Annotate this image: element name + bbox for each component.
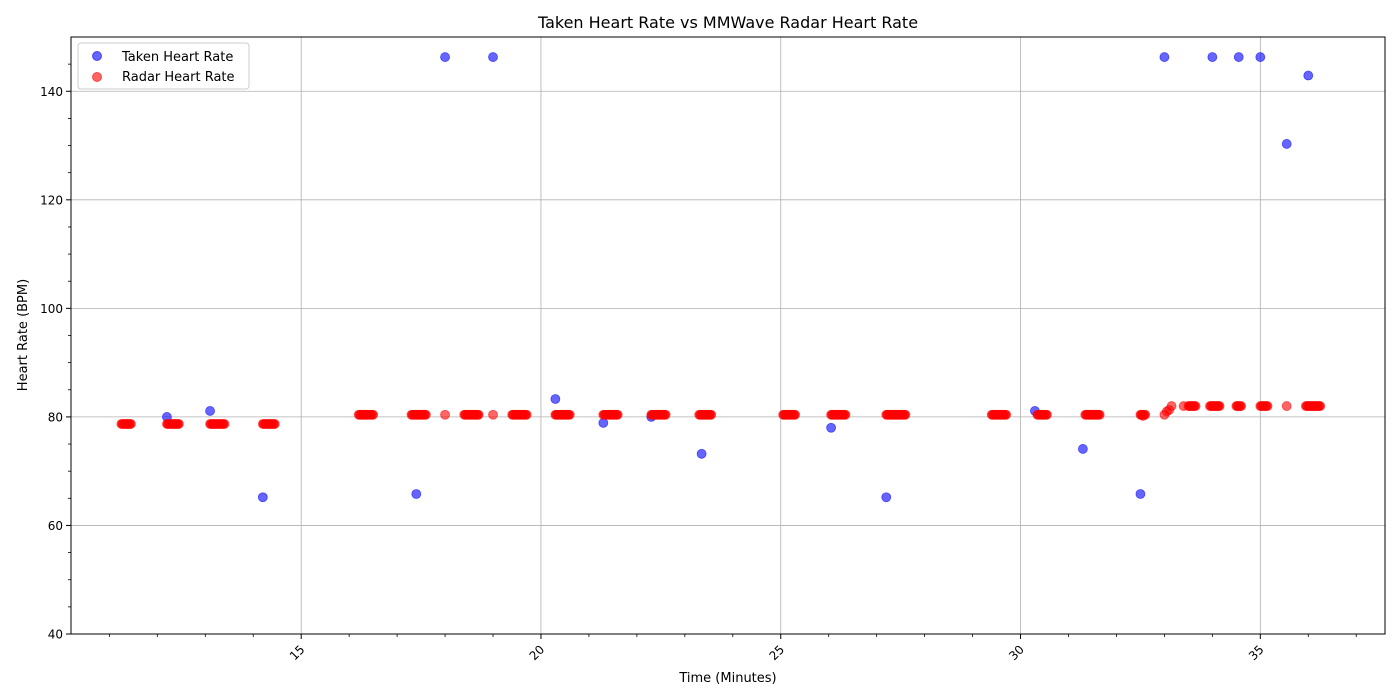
y-tick-label: 40 bbox=[48, 628, 63, 642]
radar-heart-rate-point bbox=[488, 409, 498, 420]
radar-heart-rate-point bbox=[1166, 401, 1177, 411]
radar-heart-rate-point bbox=[840, 409, 851, 420]
taken-heart-rate-point bbox=[598, 417, 609, 428]
taken-heart-rate-point bbox=[1233, 52, 1244, 62]
y-axis-ticks: 40 60 80 100 120 140 bbox=[40, 63, 71, 642]
radar-heart-rate-point bbox=[1236, 401, 1247, 411]
taken-heart-rate-point bbox=[440, 52, 450, 62]
taken-heart-rate-point bbox=[1281, 139, 1292, 149]
radar-heart-rate-point bbox=[1281, 401, 1292, 411]
taken-heart-rate-point bbox=[1255, 52, 1266, 62]
radar-heart-rate-point bbox=[219, 419, 230, 429]
radar-heart-rate-point bbox=[564, 409, 575, 420]
radar-heart-rate-point bbox=[706, 409, 717, 420]
taken-heart-rate-point bbox=[1159, 52, 1170, 62]
radar-heart-rate-point bbox=[1042, 409, 1052, 420]
radar-heart-rate-point bbox=[612, 409, 623, 420]
taken-heart-rate-point bbox=[1135, 489, 1146, 499]
taken-heart-rate-point bbox=[1303, 70, 1314, 81]
radar-heart-rate-point bbox=[900, 409, 911, 420]
taken-heart-rate-point bbox=[205, 406, 215, 416]
radar-heart-rate-point bbox=[790, 409, 801, 420]
taken-heart-rate-point bbox=[1207, 52, 1218, 62]
radar-heart-rate-point bbox=[368, 409, 379, 420]
taken-heart-rate-point bbox=[257, 492, 268, 503]
radar-heart-rate-point bbox=[1094, 409, 1105, 420]
y-tick-label: 60 bbox=[48, 519, 63, 533]
radar-heart-rate-point bbox=[1137, 410, 1148, 421]
taken-heart-rate-point bbox=[550, 394, 561, 404]
radar-heart-rate-point bbox=[1214, 401, 1225, 411]
legend-marker-taken bbox=[92, 51, 102, 61]
chart-title: Taken Heart Rate vs MMWave Radar Heart R… bbox=[537, 13, 918, 32]
legend: Taken Heart Rate Radar Heart Rate bbox=[77, 42, 250, 90]
y-tick-label: 100 bbox=[40, 302, 63, 316]
radar-heart-rate-point bbox=[126, 419, 136, 429]
taken-heart-rate-point bbox=[881, 492, 892, 503]
legend-box bbox=[77, 42, 250, 90]
radar-heart-rate-point bbox=[1262, 401, 1273, 411]
radar-heart-rate-point bbox=[269, 419, 280, 429]
radar-heart-rate-point bbox=[420, 409, 431, 420]
x-axis-label: Time (Minutes) bbox=[678, 671, 776, 686]
radar-heart-rate-point bbox=[174, 419, 184, 429]
legend-marker-radar bbox=[92, 72, 102, 82]
taken-heart-rate-point bbox=[411, 489, 422, 499]
radar-heart-rate-point bbox=[1315, 401, 1326, 411]
y-tick-label: 80 bbox=[48, 410, 63, 424]
y-tick-label: 120 bbox=[40, 193, 63, 207]
radar-heart-rate-point bbox=[440, 409, 450, 420]
taken-heart-rate-point bbox=[488, 52, 498, 62]
y-axis-label: Heart Rate (BPM) bbox=[16, 279, 31, 391]
legend-label-radar: Radar Heart Rate bbox=[122, 70, 235, 85]
taken-heart-rate-point bbox=[696, 448, 707, 459]
radar-heart-rate-point bbox=[1001, 409, 1012, 420]
radar-heart-rate-point bbox=[660, 409, 671, 420]
radar-heart-rate-point bbox=[473, 409, 484, 420]
y-tick-label: 140 bbox=[40, 85, 63, 99]
radar-heart-rate-point bbox=[1178, 401, 1189, 411]
taken-heart-rate-point bbox=[826, 422, 837, 433]
taken-heart-rate-point bbox=[1077, 444, 1088, 454]
legend-label-taken: Taken Heart Rate bbox=[121, 50, 233, 65]
radar-heart-rate-points bbox=[116, 401, 1326, 429]
radar-heart-rate-point bbox=[1190, 401, 1201, 411]
radar-heart-rate-point bbox=[521, 409, 532, 420]
